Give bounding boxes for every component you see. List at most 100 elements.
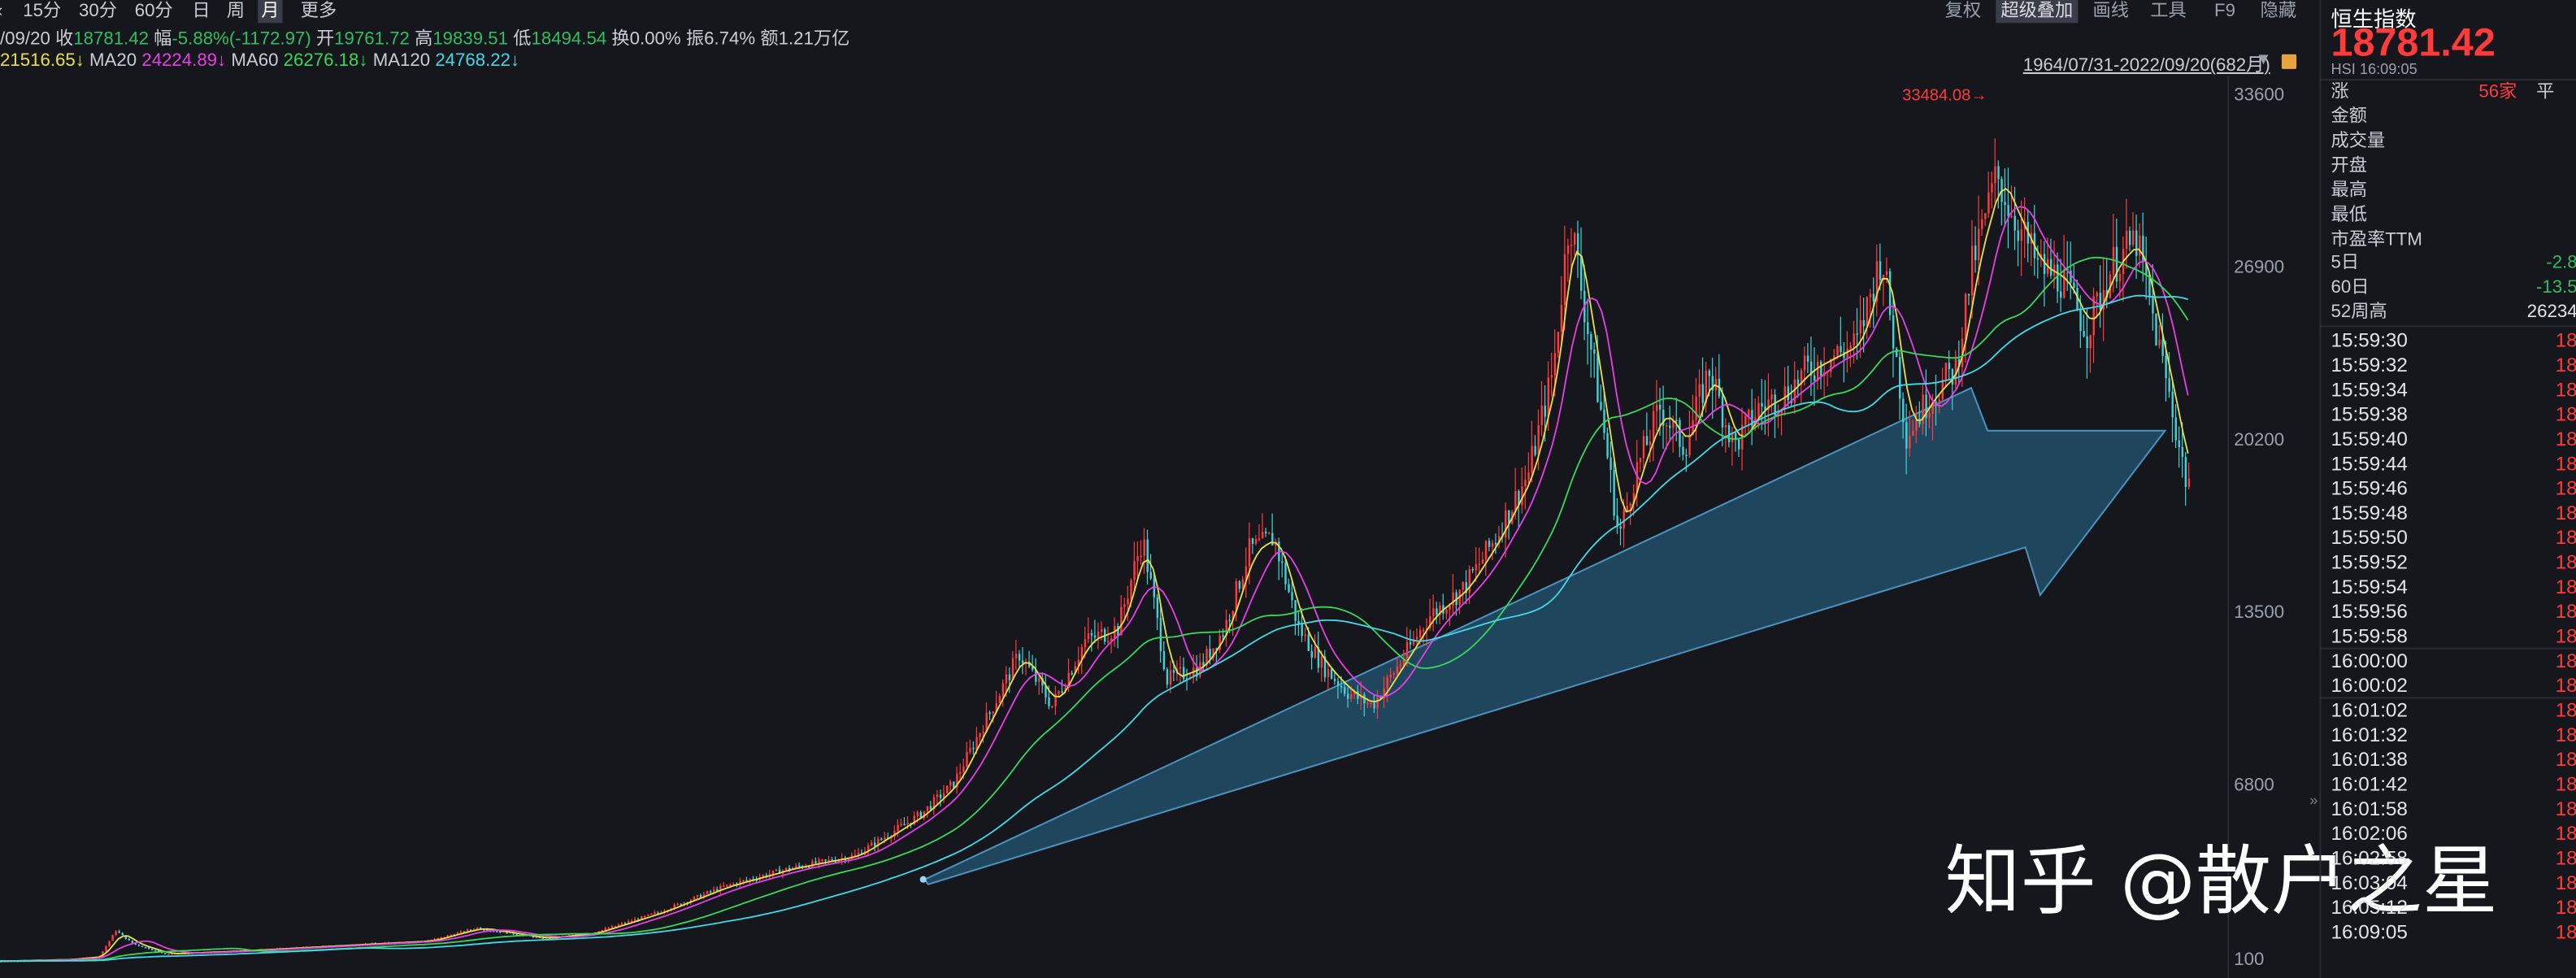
candle-body [1074, 666, 1077, 674]
candle-body [969, 747, 971, 753]
candle-body [995, 702, 998, 712]
adjust-button[interactable]: 复权 [1944, 2, 1982, 22]
f9-button[interactable]: F9 [2214, 2, 2235, 22]
candle-body [1662, 409, 1665, 426]
candle-body [1856, 333, 1858, 335]
candle-body [719, 885, 722, 891]
tab-30min[interactable]: 30分 [78, 2, 117, 22]
tick-value: 18 [2555, 526, 2576, 550]
candle-body [1524, 479, 1527, 487]
candle-body [903, 824, 906, 826]
candle-body [118, 931, 120, 933]
candle-body [1304, 634, 1306, 637]
tick-time: 16:01:58 [2331, 797, 2408, 820]
close-label: 收 [55, 29, 74, 50]
overlay-button[interactable]: 超级叠加 [1996, 0, 2079, 24]
candle-body [1679, 419, 1681, 447]
tab-60min[interactable]: 60分 [134, 2, 173, 22]
candle-body [1882, 275, 1885, 280]
tick-row: 16:01:38 18 [2331, 748, 2576, 772]
candle-body [784, 867, 788, 871]
field-row: 最低 [2331, 204, 2576, 228]
candle-body [1412, 639, 1415, 645]
hide-button[interactable]: 隐藏 [2260, 2, 2297, 22]
candle-body [982, 732, 984, 734]
candle-body [1008, 674, 1011, 680]
tick-time: 15:59:48 [2331, 501, 2408, 524]
candle-body [2125, 230, 2128, 250]
candle-body [985, 712, 988, 732]
tick-value: 18 [2555, 698, 2576, 722]
candle-body [1899, 357, 1901, 399]
candle-body [1809, 361, 1813, 376]
candle-body [1353, 691, 1356, 695]
candle-body [1254, 539, 1258, 544]
tick-row: 15:59:32 18 [2331, 354, 2576, 378]
candle-body [1133, 561, 1136, 580]
lock-icon[interactable] [2281, 54, 2297, 69]
candle-body [1560, 305, 1563, 333]
candle-body [1284, 563, 1287, 585]
tick-time: 15:59:38 [2331, 402, 2408, 426]
tick-time: 16:01:38 [2331, 747, 2408, 772]
tick-time: 15:59:32 [2331, 353, 2408, 377]
candle-body [1488, 541, 1491, 547]
candle-body [1429, 615, 1431, 628]
candle-body [2049, 259, 2053, 276]
candle-body [1830, 359, 1832, 372]
candle-body [1001, 683, 1005, 697]
candle-body [1606, 432, 1609, 458]
candle-body [1038, 678, 1040, 682]
candle-body [1951, 369, 1954, 385]
candle-body [1166, 669, 1169, 685]
candle-body [515, 934, 518, 936]
draw-line-button[interactable]: 画线 [2092, 2, 2129, 22]
candle-body [1770, 394, 1773, 400]
tick-time: 15:59:30 [2331, 328, 2408, 352]
tab-month[interactable]: 月 [258, 0, 283, 24]
close-value: 18781.42 [73, 29, 149, 50]
tick-row: 16:01:42 18 [2331, 772, 2576, 797]
candle-body [1251, 538, 1254, 544]
tab-more[interactable]: 更多 [300, 2, 337, 22]
candle-body [1655, 404, 1658, 411]
tab-week[interactable]: 周 [226, 2, 245, 22]
ma10-value: 21516.65↓ [0, 50, 85, 71]
candle-body [601, 929, 604, 932]
tab-15min[interactable]: 15分 [23, 2, 62, 22]
candle-body [815, 861, 817, 864]
candle-body [1449, 605, 1451, 610]
tools-button[interactable]: 工具 [2150, 2, 2187, 22]
candle-body [1051, 706, 1053, 707]
scroll-left-icon[interactable]: ‹ [0, 0, 2, 23]
tick-row: 16:02:58 18 [2331, 846, 2576, 871]
candle-body [2099, 293, 2102, 310]
candlestick-chart[interactable] [0, 76, 2308, 978]
range-dropdown-icon[interactable]: ▼ [2255, 50, 2272, 69]
tick-value: 18 [2555, 772, 2576, 796]
candle-body [1357, 691, 1359, 699]
candle-body [647, 914, 649, 916]
date-range-link[interactable]: 1964/07/31-2022/09/20(682月) [2022, 55, 2270, 76]
candle-body [134, 943, 137, 945]
tick-time: 16:03:04 [2331, 871, 2408, 894]
candle-body [617, 924, 620, 926]
candle-body [1652, 411, 1655, 441]
collapse-panel-icon[interactable]: » [2309, 792, 2318, 809]
tick-value: 18 [2555, 821, 2576, 845]
field-label: 最低 [2331, 205, 2367, 226]
candle-body [1557, 332, 1560, 354]
tab-day[interactable]: 日 [192, 2, 211, 22]
candle-body [1169, 670, 1172, 685]
candle-body [1544, 405, 1546, 417]
candle-body [1596, 353, 1599, 402]
ma120-line [0, 294, 2188, 963]
candle-body [535, 937, 538, 939]
candle-body [1563, 254, 1566, 306]
candle-body [1587, 322, 1589, 334]
candle-body [1045, 685, 1047, 698]
candle-body [1872, 293, 1875, 302]
candle-body [1120, 606, 1123, 636]
candle-body [906, 823, 909, 825]
candle-body [2139, 235, 2141, 256]
